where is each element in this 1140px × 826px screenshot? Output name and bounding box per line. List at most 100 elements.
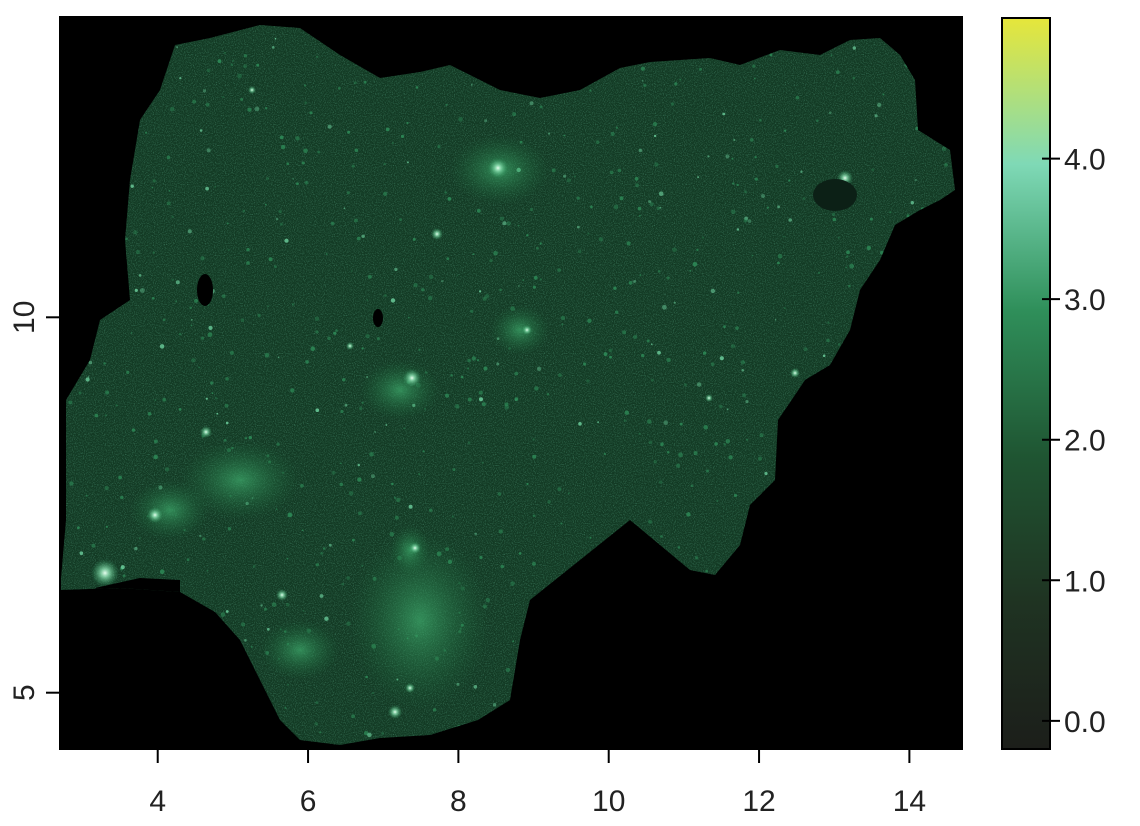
settlement-dot	[510, 581, 515, 586]
settlement-dot	[595, 140, 600, 145]
settlement-dot	[138, 537, 141, 540]
settlement-dot	[598, 237, 604, 242]
settlement-dot	[710, 288, 716, 294]
settlement-dot	[78, 391, 82, 395]
settlement-dot	[587, 232, 590, 235]
settlement-dot	[496, 362, 500, 366]
settlement-dot	[536, 366, 542, 371]
settlement-dot	[746, 438, 748, 441]
city-hotspot	[388, 705, 402, 719]
settlement-dot	[369, 452, 374, 457]
settlement-dot	[271, 46, 275, 49]
settlement-dot	[310, 346, 316, 352]
settlement-dot	[658, 191, 664, 196]
settlement-dot	[832, 217, 837, 222]
settlement-dot	[701, 236, 705, 239]
settlement-dot	[532, 438, 535, 441]
settlement-dot	[164, 467, 170, 472]
settlement-dot	[418, 348, 421, 351]
settlement-dot	[257, 313, 261, 318]
city-hotspot	[91, 559, 119, 587]
settlement-dot	[759, 118, 762, 122]
settlement-dot	[232, 60, 234, 62]
settlement-dot	[460, 375, 464, 379]
settlement-dot	[192, 99, 197, 104]
settlement-dot	[348, 491, 354, 496]
settlement-dot	[634, 176, 639, 181]
settlement-dot	[660, 535, 663, 538]
settlement-dot	[699, 67, 702, 71]
settlement-dot	[309, 111, 313, 115]
settlement-dot	[278, 209, 282, 214]
settlement-dot	[339, 482, 344, 487]
settlement-dot	[635, 183, 640, 188]
settlement-dot	[415, 86, 419, 89]
settlement-dot	[467, 367, 470, 370]
settlement-dot	[472, 253, 475, 256]
settlement-dot	[104, 485, 109, 491]
settlement-dot	[159, 569, 165, 574]
settlement-dot	[505, 667, 511, 673]
settlement-dot	[822, 354, 826, 358]
settlement-dot	[252, 565, 256, 568]
settlement-dot	[563, 134, 566, 137]
settlement-dot	[641, 353, 645, 358]
settlement-dot	[641, 79, 644, 82]
settlement-dot	[286, 557, 289, 560]
settlement-dot	[237, 73, 243, 79]
lake-void	[373, 309, 383, 327]
settlement-dot	[567, 492, 570, 495]
settlement-dot	[832, 212, 836, 216]
legend-tick-label: 4.0	[1064, 144, 1106, 177]
settlement-dot	[376, 337, 380, 341]
y-axis: 5 10	[8, 301, 60, 701]
settlement-dot	[578, 422, 582, 426]
settlement-dot	[383, 294, 387, 297]
settlement-dot	[260, 604, 263, 607]
settlement-dot	[303, 84, 307, 87]
settlement-dot	[444, 393, 450, 398]
settlement-dot	[280, 144, 286, 150]
settlement-dot	[125, 237, 128, 241]
city-hotspot	[346, 342, 354, 350]
settlement-dot	[548, 132, 551, 135]
settlement-dot	[315, 408, 320, 413]
settlement-dot	[660, 442, 664, 447]
population-cluster	[490, 305, 550, 355]
settlement-dot	[638, 148, 643, 153]
settlement-dot	[408, 504, 413, 509]
settlement-dot	[130, 332, 133, 334]
settlement-dot	[331, 470, 336, 475]
settlement-dot	[229, 350, 234, 355]
settlement-dot	[845, 266, 848, 269]
settlement-dot	[656, 206, 660, 211]
settlement-dot	[663, 420, 668, 426]
settlement-dot	[638, 432, 641, 435]
settlement-dot	[88, 360, 93, 365]
settlement-dot	[190, 324, 193, 327]
settlement-dot	[751, 254, 754, 257]
settlement-dot	[653, 134, 657, 138]
settlement-dot	[497, 492, 502, 496]
settlement-dot	[263, 607, 267, 611]
settlement-dot	[747, 219, 752, 223]
settlement-dot	[394, 267, 398, 272]
settlement-dot	[692, 262, 698, 267]
settlement-dot	[152, 179, 156, 183]
x-tick-label: 14	[893, 785, 926, 818]
settlement-dot	[205, 397, 208, 400]
settlement-dot	[736, 183, 739, 187]
settlement-dot	[647, 519, 653, 524]
settlement-dot	[187, 229, 192, 234]
settlement-dot	[358, 511, 362, 516]
settlement-dot	[330, 221, 335, 226]
settlement-dot	[499, 216, 504, 221]
settlement-dot	[393, 496, 397, 500]
settlement-dot	[835, 70, 840, 74]
settlement-dot	[445, 103, 448, 106]
settlement-dot	[199, 534, 202, 537]
settlement-dot	[444, 191, 447, 194]
settlement-dot	[69, 481, 74, 486]
settlement-dot	[422, 450, 425, 453]
settlement-dot	[914, 178, 917, 182]
